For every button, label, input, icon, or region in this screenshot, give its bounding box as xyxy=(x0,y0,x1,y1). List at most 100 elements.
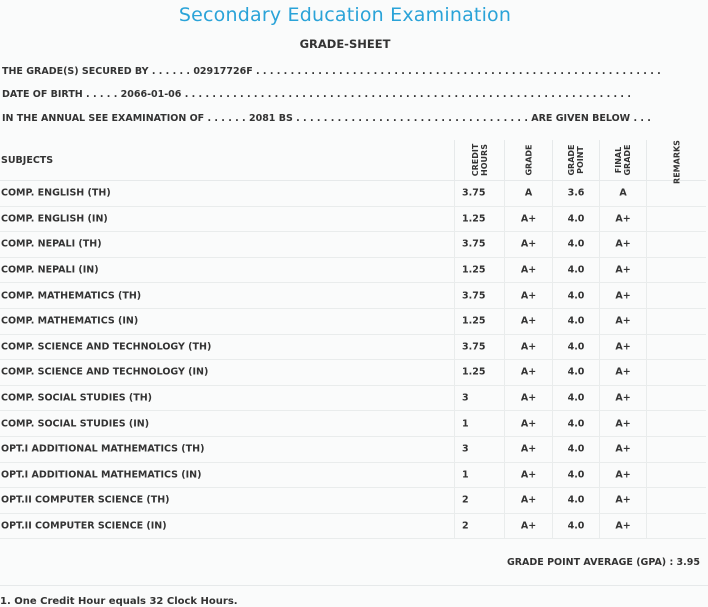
credit-hours-cell-value: 1.25 xyxy=(462,315,486,327)
subject-cell: COMP. NEPALI (TH) xyxy=(0,232,454,257)
final-grade-cell-value: A+ xyxy=(615,238,631,250)
table-body: COMP. ENGLISH (TH) 3.75 A 3.6 A COMP. ENGLISH… xyxy=(0,181,706,540)
remarks-cell xyxy=(646,257,706,283)
grade-cell-value: A+ xyxy=(520,315,537,327)
final-grade-cell-value: A+ xyxy=(615,520,631,532)
credit-hours-cell: 3.75 xyxy=(454,232,504,257)
subject-cell: COMP. SCIENCE AND TECHNOLOGY (IN) xyxy=(0,360,454,385)
grade-point-cell: 4.0 xyxy=(552,436,599,462)
credit-header-line-1: CREDIT xyxy=(470,143,480,177)
table-row: COMP. MATHEMATICS (TH) 3.75 A+ 4.0 A+ xyxy=(0,283,706,309)
remarks-cell xyxy=(646,488,706,513)
subject-cell: COMP. SCIENCE AND TECHNOLOGY (TH) xyxy=(0,335,454,360)
table-row: COMP. NEPALI (TH) 3.75 A+ 4.0 A+ xyxy=(0,232,706,258)
table-row: COMP. SCIENCE AND TECHNOLOGY (IN) 1.25 A+ 4… xyxy=(0,360,706,386)
table-row: COMP. SCIENCE AND TECHNOLOGY (TH) 3.75 A+ 4… xyxy=(0,334,706,361)
final-grade-cell: A+ xyxy=(599,462,646,488)
subject-cell-value: OPT.I ADDITIONAL MATHEMATICS (IN) xyxy=(1,469,202,481)
final-grade-cell: A+ xyxy=(599,334,646,360)
credit-header-line-2: HOURS xyxy=(479,144,489,176)
final-grade-cell: A+ xyxy=(599,232,646,257)
grade-point-cell: 4.0 xyxy=(552,360,599,385)
credit-hours-cell-value: 3 xyxy=(462,392,469,404)
grade-cell-value: A+ xyxy=(520,520,537,532)
remarks-cell xyxy=(646,436,706,462)
credit-hours-cell-value: 1.25 xyxy=(462,366,486,378)
table-row: COMP. SOCIAL STUDIES (TH) 3 A+ 4.0 A+ xyxy=(0,385,706,412)
final-grade-cell: A+ xyxy=(599,411,646,436)
grade-point-cell: 4.0 xyxy=(552,206,599,232)
grade-cell-value: A+ xyxy=(520,238,537,250)
credit-hours-cell: 3.75 xyxy=(454,283,504,308)
subject-cell-value: COMP. ENGLISH (IN) xyxy=(1,213,108,225)
final-grade-cell-value: A+ xyxy=(615,290,631,302)
grade-point-cell-value: 4.0 xyxy=(567,213,585,225)
credit-hours-cell: 3.75 xyxy=(454,334,504,360)
grade-point-cell: 4.0 xyxy=(552,308,599,334)
credit-hours-cell: 1.25 xyxy=(454,308,504,334)
grade-point-header-cell: GRADE POINT xyxy=(552,140,599,180)
credit-hours-cell-value: 2 xyxy=(462,520,469,532)
remarks-cell xyxy=(646,283,706,308)
grade-point-cell: 3.6 xyxy=(552,181,599,206)
table-row: OPT.I ADDITIONAL MATHEMATICS (IN) 1 A+ 4.0 A… xyxy=(0,462,706,489)
table-header: SUBJECTS CREDIT HOURS GRADE GRADE POINT xyxy=(0,140,706,184)
final-grade-cell-value: A+ xyxy=(615,366,631,378)
grade-point-cell: 4.0 xyxy=(552,462,599,488)
grade-point-cell-value: 4.0 xyxy=(567,341,585,353)
subject-cell-value: COMP. NEPALI (TH) xyxy=(1,238,102,250)
subjects-header-cell: SUBJECTS xyxy=(0,140,454,180)
secured-by-line: THE GRADE(S) SECURED BY . . . . . . 0291… xyxy=(2,66,661,77)
grade-point-cell-value: 4.0 xyxy=(567,238,585,250)
table-row: COMP. MATHEMATICS (IN) 1.25 A+ 4.0 A+ xyxy=(0,308,706,335)
credit-hours-cell-value: 3 xyxy=(462,443,469,455)
grade-point-cell-value: 4.0 xyxy=(567,264,585,276)
grade-header-cell: GRADE xyxy=(504,140,552,180)
grade-cell-value: A+ xyxy=(520,366,537,378)
grade-cell: A+ xyxy=(504,206,552,232)
final-grade-cell-value: A+ xyxy=(615,469,631,481)
remarks-cell xyxy=(646,334,706,360)
grade-cell-value: A+ xyxy=(520,213,537,225)
grade-point-cell: 4.0 xyxy=(552,513,599,539)
grade-point-cell: 4.0 xyxy=(552,283,599,308)
final-grade-cell: A+ xyxy=(599,385,646,411)
grade-point-cell-value: 4.0 xyxy=(567,418,585,430)
grades-table: SUBJECTS CREDIT HOURS GRADE GRADE POINT xyxy=(0,140,706,540)
remarks-cell xyxy=(646,411,706,436)
subject-cell-value: COMP. SOCIAL STUDIES (TH) xyxy=(1,392,152,404)
grade-point-header: GRADE POINT xyxy=(567,144,585,175)
credit-hours-cell: 3.75 xyxy=(454,181,504,206)
subjects-header: SUBJECTS xyxy=(1,155,54,166)
remarks-cell xyxy=(646,513,706,539)
grade-cell: A+ xyxy=(504,232,552,257)
credit-hours-cell: 1 xyxy=(454,411,504,436)
sheet-title: GRADE-SHEET xyxy=(299,37,391,51)
grade-cell: A+ xyxy=(504,462,552,488)
grade-cell: A+ xyxy=(504,411,552,436)
final-grade-header-line-2: GRADE xyxy=(623,144,632,176)
subject-cell-value: COMP. NEPALI (IN) xyxy=(1,264,99,276)
grade-point-cell-value: 4.0 xyxy=(567,443,585,455)
final-grade-cell: A+ xyxy=(599,206,646,232)
credit-hours-cell: 1 xyxy=(454,462,504,488)
subject-cell: COMP. ENGLISH (TH) xyxy=(0,181,454,206)
remarks-header-cell: REMARKS xyxy=(646,140,706,184)
subject-cell-value: OPT.II COMPUTER SCIENCE (IN) xyxy=(1,520,167,532)
grade-cell-value: A+ xyxy=(520,443,537,455)
grade-point-cell: 4.0 xyxy=(552,385,599,411)
final-grade-cell-value: A+ xyxy=(615,418,631,430)
final-grade-cell: A+ xyxy=(599,436,646,462)
grade-point-cell: 4.0 xyxy=(552,411,599,436)
credit-hours-cell-value: 1.25 xyxy=(462,213,486,225)
subject-cell: OPT.II COMPUTER SCIENCE (IN) xyxy=(0,514,454,539)
credit-hours-cell-value: 2 xyxy=(462,494,469,506)
subject-cell: COMP. MATHEMATICS (IN) xyxy=(0,309,454,334)
credit-hours-cell-value: 1.25 xyxy=(462,264,486,276)
grade-cell-value: A xyxy=(524,187,533,199)
grade-point-cell-value: 4.0 xyxy=(567,392,585,404)
grade-cell: A+ xyxy=(504,488,552,513)
grade-point-cell-value: 4.0 xyxy=(567,315,585,327)
credit-hours-cell: 2 xyxy=(454,488,504,513)
